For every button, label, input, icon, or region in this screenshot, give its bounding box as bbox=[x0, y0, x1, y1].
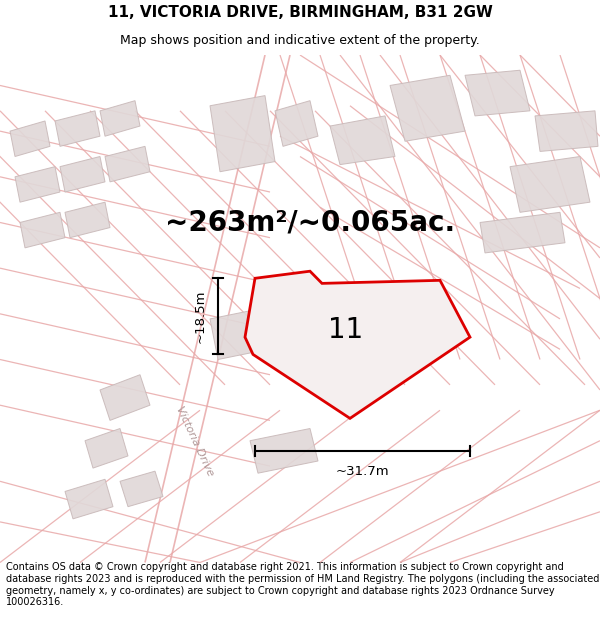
Text: ~263m²/~0.065ac.: ~263m²/~0.065ac. bbox=[165, 209, 455, 236]
Text: Map shows position and indicative extent of the property.: Map shows position and indicative extent… bbox=[120, 34, 480, 48]
Polygon shape bbox=[65, 202, 110, 238]
Polygon shape bbox=[275, 101, 318, 146]
Polygon shape bbox=[535, 111, 598, 151]
Text: 11: 11 bbox=[328, 316, 363, 344]
Text: ~31.7m: ~31.7m bbox=[335, 464, 389, 478]
Polygon shape bbox=[100, 375, 150, 421]
Polygon shape bbox=[245, 271, 470, 418]
Text: Victoria Drive: Victoria Drive bbox=[175, 404, 215, 478]
Polygon shape bbox=[10, 121, 50, 156]
Polygon shape bbox=[390, 75, 465, 141]
Text: ~18.5m: ~18.5m bbox=[193, 289, 206, 343]
Polygon shape bbox=[100, 101, 140, 136]
Text: Contains OS data © Crown copyright and database right 2021. This information is : Contains OS data © Crown copyright and d… bbox=[6, 562, 599, 608]
Polygon shape bbox=[330, 116, 395, 164]
Polygon shape bbox=[20, 213, 65, 248]
Polygon shape bbox=[250, 429, 318, 473]
Polygon shape bbox=[55, 111, 100, 146]
Text: 11, VICTORIA DRIVE, BIRMINGHAM, B31 2GW: 11, VICTORIA DRIVE, BIRMINGHAM, B31 2GW bbox=[107, 4, 493, 19]
Polygon shape bbox=[465, 70, 530, 116]
Polygon shape bbox=[120, 471, 163, 507]
Polygon shape bbox=[105, 146, 150, 182]
Polygon shape bbox=[60, 156, 105, 192]
Polygon shape bbox=[15, 167, 60, 202]
Polygon shape bbox=[510, 156, 590, 212]
Polygon shape bbox=[65, 479, 113, 519]
Polygon shape bbox=[480, 213, 565, 253]
Polygon shape bbox=[210, 309, 268, 359]
Polygon shape bbox=[210, 96, 275, 172]
Polygon shape bbox=[85, 429, 128, 468]
